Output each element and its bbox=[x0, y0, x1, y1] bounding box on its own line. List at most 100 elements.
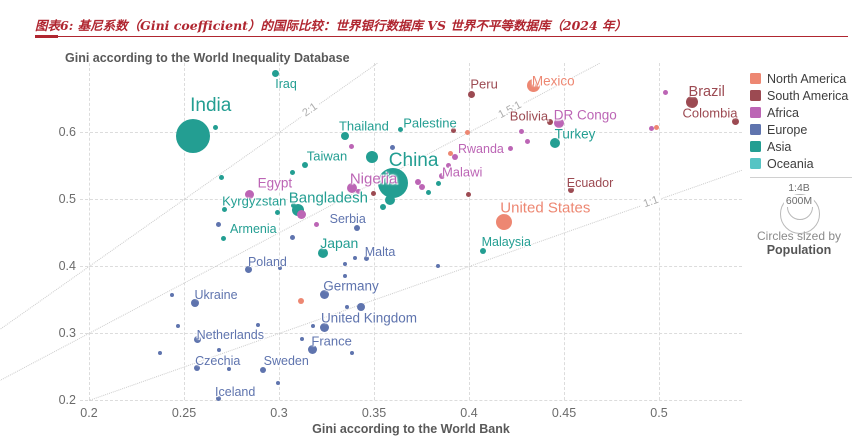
data-point bbox=[384, 195, 395, 205]
data-point-iraq bbox=[271, 69, 279, 77]
country-label: Turkey bbox=[554, 126, 596, 142]
x-gridline bbox=[374, 63, 375, 400]
data-point bbox=[649, 126, 655, 132]
data-point-france bbox=[308, 344, 318, 354]
data-point-brazil bbox=[685, 95, 698, 108]
data-point bbox=[445, 162, 451, 168]
country-label: Peru bbox=[470, 76, 498, 92]
data-point-china bbox=[377, 168, 408, 199]
data-point bbox=[465, 192, 471, 198]
size-legend-small-circle bbox=[787, 194, 813, 220]
legend-item: South America bbox=[750, 87, 855, 104]
country-label: Serbia bbox=[329, 212, 366, 227]
data-point-turkey bbox=[550, 138, 561, 149]
country-label: Rwanda bbox=[458, 141, 504, 156]
legend-label: Asia bbox=[767, 139, 792, 154]
data-point-nigeria bbox=[346, 183, 357, 194]
data-point bbox=[435, 180, 441, 186]
legend-swatch bbox=[750, 124, 761, 135]
data-point bbox=[654, 124, 660, 130]
x-tick-label: 0.45 bbox=[551, 406, 577, 420]
data-point-taiwan bbox=[302, 162, 309, 169]
data-point bbox=[216, 348, 221, 353]
x-gridline bbox=[564, 63, 565, 400]
country-label: Colombia bbox=[682, 105, 738, 121]
data-point bbox=[390, 144, 396, 150]
y-gridline bbox=[80, 333, 742, 334]
x-tick-label: 0.5 bbox=[650, 406, 668, 420]
data-point-malta bbox=[363, 255, 369, 261]
data-point-sweden bbox=[260, 366, 267, 373]
x-gridline bbox=[89, 63, 90, 400]
legend-divider bbox=[750, 177, 852, 178]
data-point-rwanda bbox=[451, 153, 458, 160]
data-point-japan bbox=[318, 248, 329, 259]
data-point-united-states bbox=[496, 214, 513, 231]
y-gridline bbox=[80, 199, 742, 200]
legend-swatch bbox=[750, 141, 761, 152]
legend-label: Oceania bbox=[767, 156, 814, 171]
country-label: Armenia bbox=[230, 222, 277, 237]
country-label: Bangladesh bbox=[288, 189, 368, 207]
data-point-malawi bbox=[439, 173, 446, 180]
country-label: Brazil bbox=[688, 83, 725, 100]
data-point bbox=[290, 235, 296, 241]
data-point bbox=[662, 90, 668, 96]
legend-swatch bbox=[750, 73, 761, 84]
data-point bbox=[357, 303, 366, 312]
country-label: Ukraine bbox=[194, 287, 238, 302]
data-point-czechia bbox=[193, 365, 200, 372]
country-label: Nigeria bbox=[349, 170, 398, 188]
legend-item: Asia bbox=[750, 138, 855, 155]
data-point bbox=[176, 324, 181, 329]
legend-item: Africa bbox=[750, 104, 855, 121]
country-label: Thailand bbox=[338, 118, 389, 134]
legend-swatch bbox=[750, 107, 761, 118]
data-point bbox=[215, 221, 221, 227]
y-tick-label: 0.4 bbox=[58, 259, 76, 273]
data-point bbox=[314, 222, 320, 228]
data-point-egypt bbox=[245, 190, 255, 200]
y-gridline bbox=[80, 400, 742, 401]
data-point-peru bbox=[467, 90, 475, 98]
data-point bbox=[298, 297, 305, 304]
data-point bbox=[169, 293, 174, 297]
country-label: Poland bbox=[247, 255, 287, 269]
data-point-ecuador bbox=[568, 187, 575, 194]
data-point-palestine bbox=[398, 127, 404, 133]
country-label: Palestine bbox=[403, 115, 457, 131]
data-point bbox=[277, 265, 282, 270]
data-point bbox=[342, 262, 347, 267]
country-label: DR Congo bbox=[553, 107, 617, 123]
data-point bbox=[227, 367, 232, 372]
data-point-thailand bbox=[340, 131, 349, 140]
country-label: United Kingdom bbox=[320, 310, 417, 326]
country-label: Bolivia bbox=[509, 108, 549, 124]
data-point-india bbox=[175, 118, 210, 153]
legend-swatch bbox=[750, 158, 761, 169]
country-label: Japan bbox=[320, 235, 359, 252]
legend-label: Europe bbox=[767, 122, 808, 137]
ratio-line-label: 2:1 bbox=[297, 99, 323, 122]
data-point bbox=[419, 183, 426, 190]
data-point-bolivia bbox=[546, 119, 553, 126]
country-label: Sweden bbox=[263, 353, 309, 368]
country-label: Iceland bbox=[215, 384, 256, 399]
data-point bbox=[519, 129, 525, 135]
data-point bbox=[345, 304, 350, 309]
data-point bbox=[370, 190, 376, 196]
size-legend-caption-bold: Population bbox=[766, 243, 832, 257]
continent-legend: North America South America Africa Europe As… bbox=[750, 70, 855, 172]
data-point bbox=[290, 203, 296, 209]
legend-item: North America bbox=[750, 70, 855, 87]
legend-label: North America bbox=[767, 71, 847, 86]
country-label: Malawi bbox=[441, 164, 483, 180]
country-label: Malta bbox=[364, 245, 396, 260]
country-label: China bbox=[388, 150, 439, 172]
data-point-dr-congo bbox=[554, 118, 565, 129]
data-point bbox=[524, 139, 530, 145]
country-label: Malaysia bbox=[481, 234, 531, 249]
country-label: Czechia bbox=[195, 354, 241, 369]
